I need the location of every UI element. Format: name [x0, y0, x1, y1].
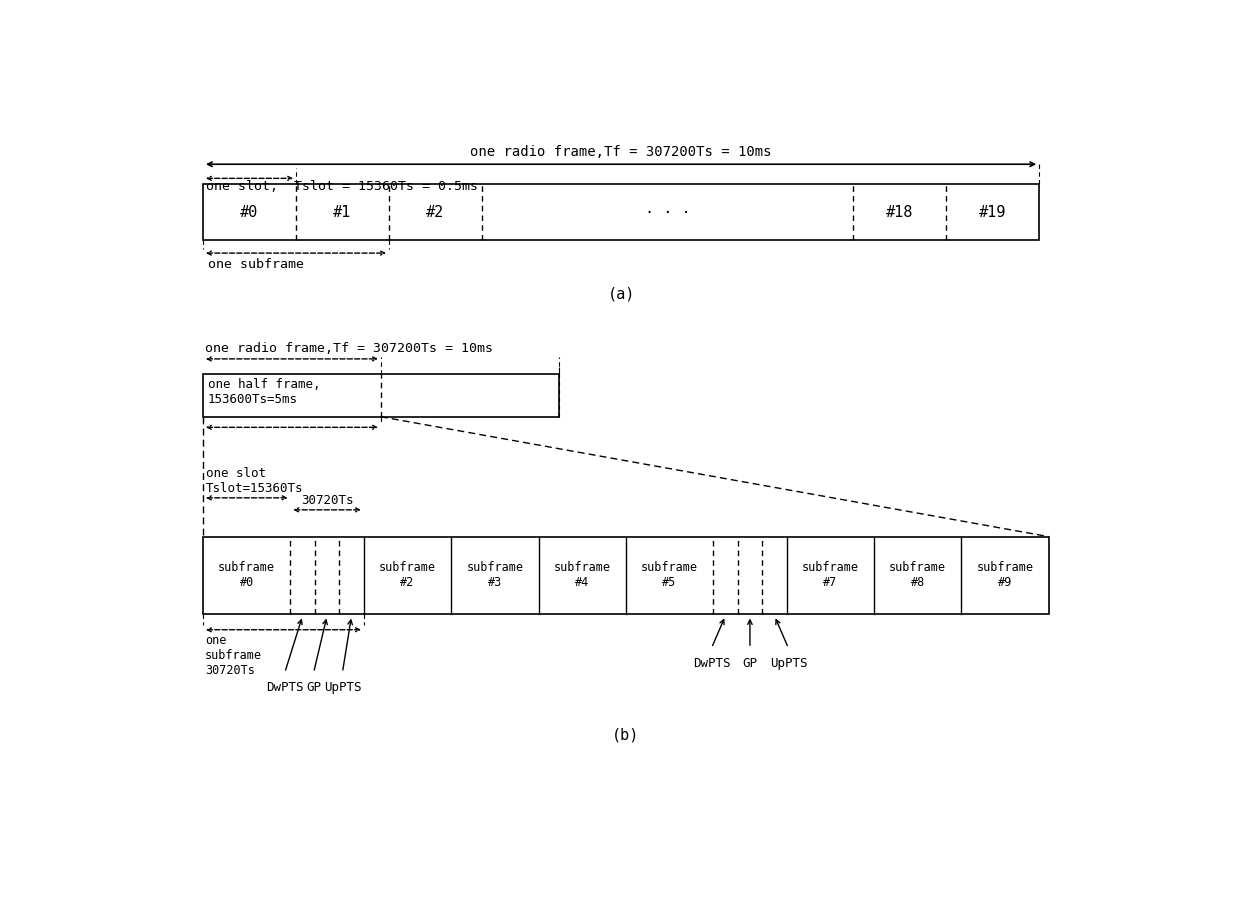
Text: subframe
#4: subframe #4	[554, 562, 611, 589]
Text: UpPTS: UpPTS	[770, 657, 807, 670]
Text: #19: #19	[980, 204, 1007, 220]
Text: #18: #18	[887, 204, 914, 220]
Text: one subframe: one subframe	[208, 258, 304, 271]
Text: one radio frame,Tf = 307200Ts = 10ms: one radio frame,Tf = 307200Ts = 10ms	[470, 146, 771, 159]
Text: subframe
#7: subframe #7	[802, 562, 859, 589]
Text: #0: #0	[241, 204, 259, 220]
Text: #2: #2	[427, 204, 444, 220]
Text: subframe
#2: subframe #2	[379, 562, 436, 589]
Text: subframe
#9: subframe #9	[977, 562, 1034, 589]
Text: (b): (b)	[613, 727, 640, 742]
Text: subframe
#0: subframe #0	[218, 562, 275, 589]
FancyBboxPatch shape	[203, 375, 558, 417]
Text: DwPTS: DwPTS	[693, 657, 730, 670]
Text: one half frame,
153600Ts=5ms: one half frame, 153600Ts=5ms	[208, 378, 320, 406]
Text: one
subframe
30720Ts: one subframe 30720Ts	[205, 634, 262, 677]
Text: (a): (a)	[608, 286, 635, 301]
FancyBboxPatch shape	[203, 537, 1049, 615]
Text: subframe
#5: subframe #5	[641, 562, 698, 589]
Text: one slot
Tslot=15360Ts: one slot Tslot=15360Ts	[206, 467, 304, 495]
Text: DwPTS: DwPTS	[267, 682, 304, 694]
Text: subframe
#3: subframe #3	[466, 562, 523, 589]
Text: subframe
#8: subframe #8	[889, 562, 946, 589]
Text: one slot,  Tslot = 15360Ts = 0.5ms: one slot, Tslot = 15360Ts = 0.5ms	[206, 180, 477, 192]
Text: #1: #1	[334, 204, 351, 220]
Text: 30720Ts: 30720Ts	[301, 494, 353, 507]
Text: · · ·: · · ·	[645, 204, 691, 220]
FancyBboxPatch shape	[203, 184, 1039, 240]
Text: GP: GP	[306, 682, 321, 694]
Text: GP: GP	[743, 657, 758, 670]
Text: UpPTS: UpPTS	[324, 682, 361, 694]
Text: one radio frame,Tf = 307200Ts = 10ms: one radio frame,Tf = 307200Ts = 10ms	[205, 343, 494, 355]
